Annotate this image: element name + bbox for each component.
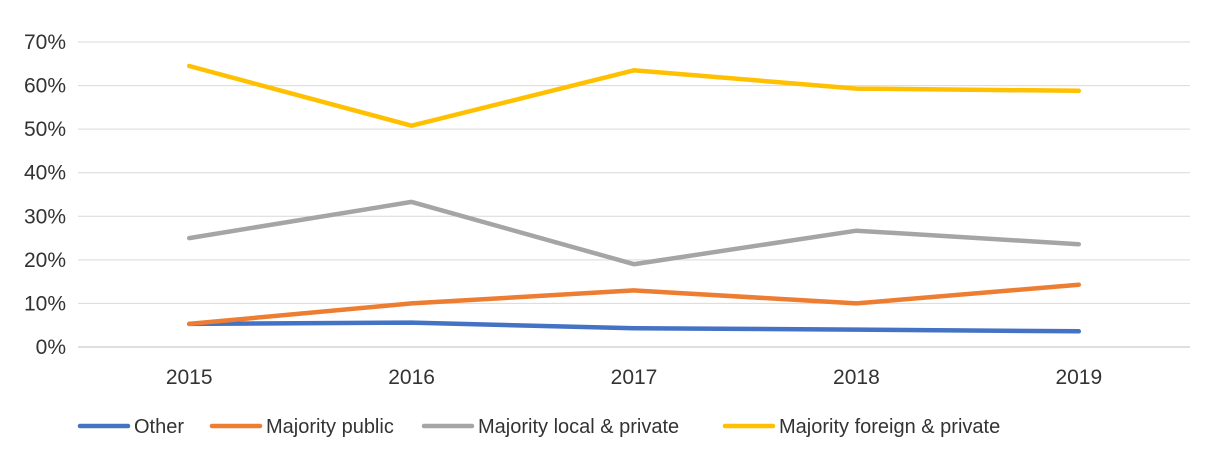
y-tick-label: 60% [24,75,66,98]
x-tick-label: 2018 [833,366,880,389]
legend-label: Other [134,416,184,438]
series-line-majority-foreign-private [186,63,1082,128]
series-line-other [186,320,1082,334]
series-lines [186,63,1082,334]
legend: Other Majority public Majority local & pri… [77,416,1000,438]
y-tick-label: 20% [24,249,66,272]
y-tick-label: 0% [36,336,66,359]
y-tick-label: 10% [24,292,66,315]
legend-item: Other [77,416,184,438]
x-tick-label: 2016 [388,366,435,389]
legend-item: Majority public [209,416,394,438]
legend-item: Majority local & private [421,416,679,438]
y-tick-label: 30% [24,205,66,228]
y-tick-label: 70% [24,31,66,54]
legend-label: Majority local & private [478,416,679,438]
series-line-majority-public [186,282,1082,327]
x-tick-label: 2019 [1055,366,1102,389]
x-tick-label: 2017 [611,366,658,389]
legend-label: Majority foreign & private [779,416,1000,438]
y-tick-label: 40% [24,162,66,185]
y-tick-label: 50% [24,118,66,141]
x-tick-label: 2015 [166,366,213,389]
gridlines [78,41,1190,348]
legend-label: Majority public [266,416,394,438]
x-axis-tick-labels: 2015 2016 2017 2018 2019 [166,366,1102,389]
y-axis-tick-labels: 0% 10% 20% 30% 40% 50% 60% 70% [24,31,66,359]
legend-item: Majority foreign & private [722,416,1000,438]
series-line-majority-local-private [186,199,1082,267]
